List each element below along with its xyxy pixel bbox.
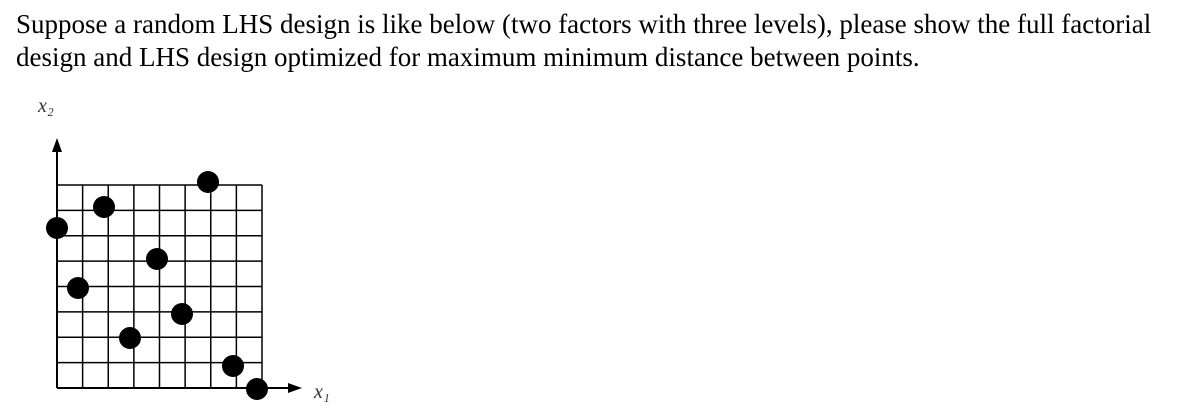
point <box>93 196 115 218</box>
y-arrow <box>52 138 62 152</box>
point <box>222 355 244 377</box>
point <box>197 171 219 193</box>
y-axis-label: x₂ <box>37 95 54 117</box>
x-axis-label: x₁ <box>313 381 330 403</box>
point <box>171 303 193 325</box>
point <box>246 378 268 400</box>
point <box>46 217 68 239</box>
question-text: Suppose a random LHS design is like belo… <box>16 9 1152 72</box>
point <box>67 277 89 299</box>
x-arrow <box>288 383 302 393</box>
design-points <box>46 171 268 400</box>
point <box>119 327 141 349</box>
point <box>146 248 168 270</box>
